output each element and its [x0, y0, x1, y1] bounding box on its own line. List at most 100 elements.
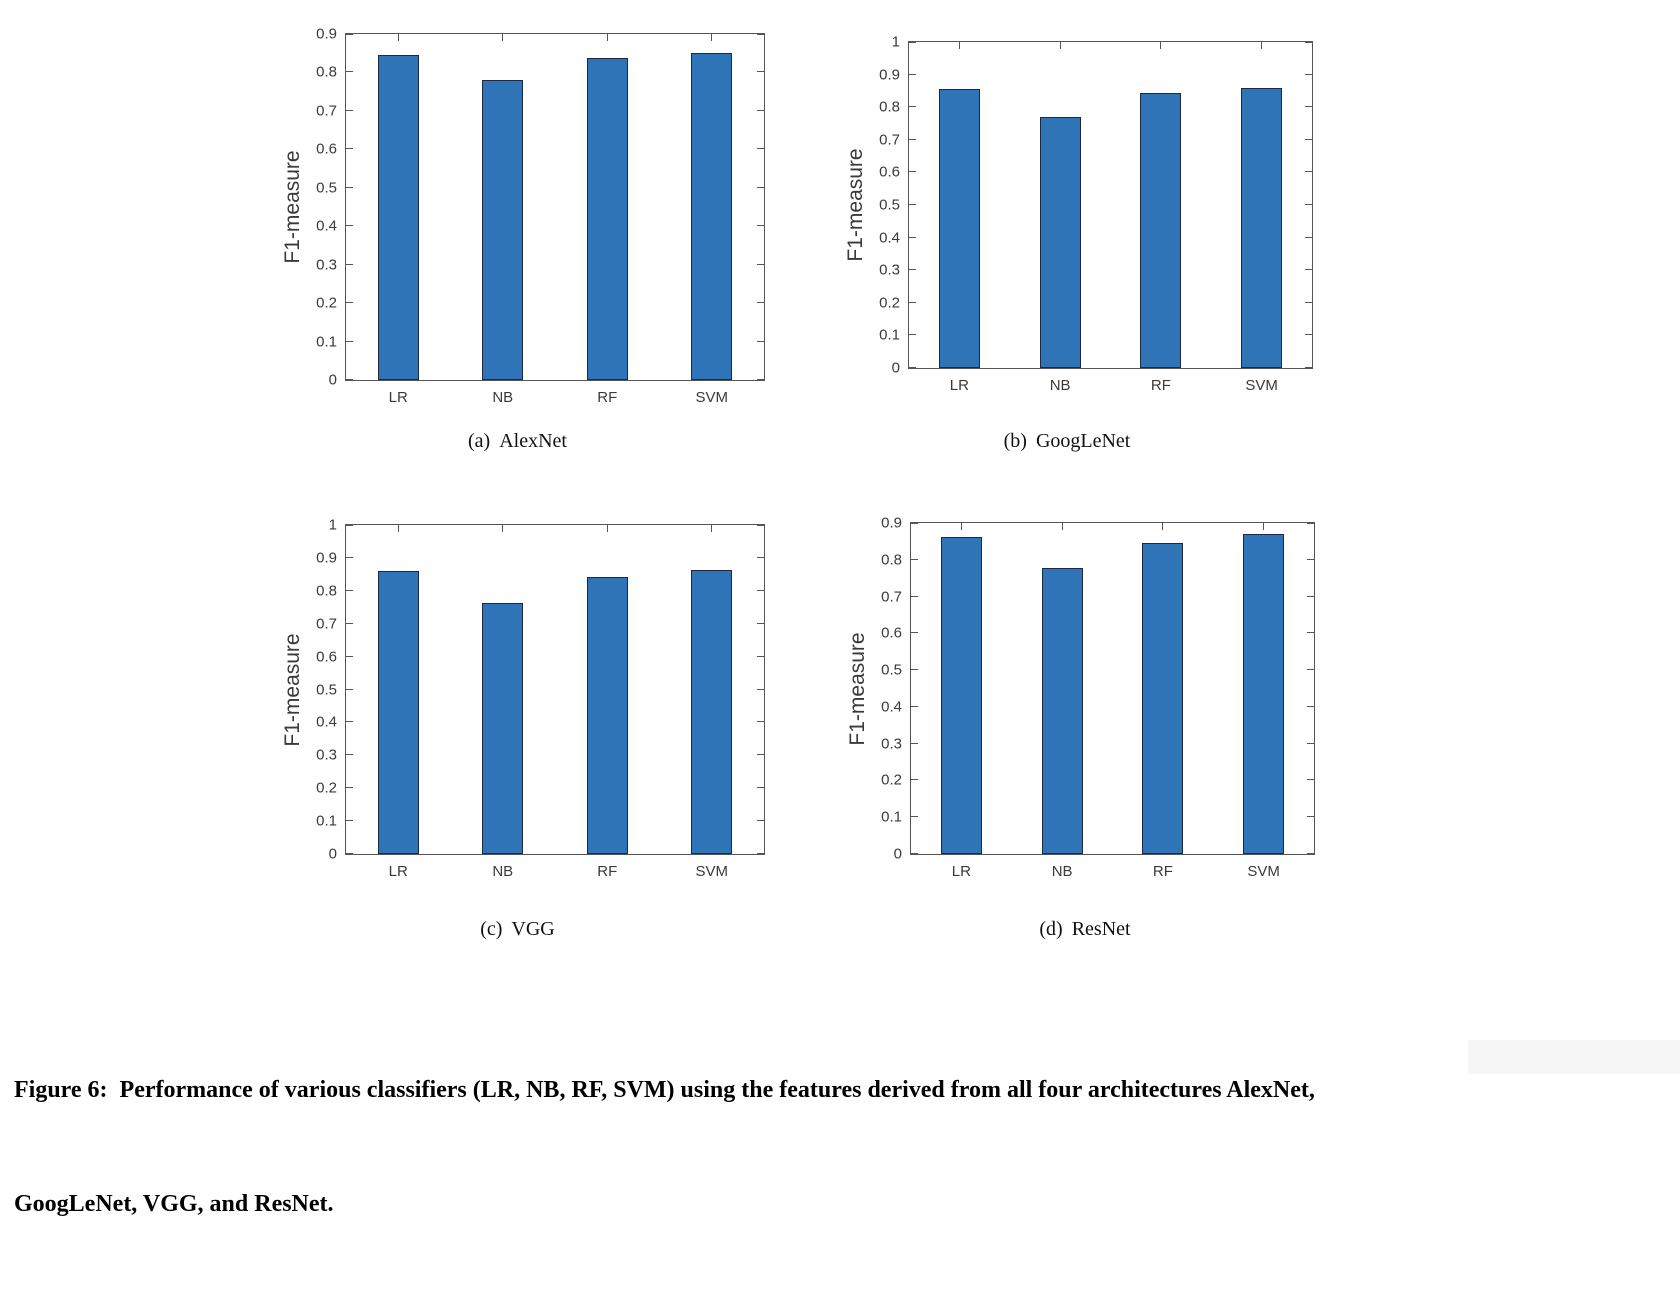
y-tick-label: 0.3 — [316, 256, 337, 274]
y-axis-label: F1-measure — [281, 150, 304, 264]
bar-NB — [482, 79, 524, 380]
y-tick-mark — [911, 632, 918, 634]
bar-NB — [482, 603, 524, 854]
y-tick-mark — [1307, 595, 1314, 597]
y-tick-label: 0.4 — [316, 217, 337, 235]
x-tick-mark — [1263, 523, 1265, 530]
plot-area-googlenet: 0 0.1 0.2 0.3 0.4 0.5 0.6 0.7 0.8 0.9 1 LR NB RF SVM — [879, 34, 1313, 394]
x-tick-label: RF — [1152, 863, 1173, 880]
x-tick-label: LR — [388, 863, 408, 880]
x-tick-mark — [502, 34, 504, 41]
y-tick-mark — [1307, 853, 1314, 854]
bar-SVM — [1241, 87, 1283, 368]
y-tick-label: 0.3 — [879, 261, 900, 279]
subcaption-d-title: ResNet — [1071, 918, 1131, 940]
chart-googlenet: F1-measure 0 0.1 0.2 0.3 0.4 0.5 0.6 0.7 0.8 0.9 1… — [844, 34, 1313, 394]
y-tick-mark — [346, 263, 353, 265]
x-tick-mark — [711, 525, 713, 532]
subcaption-a-index: (a) — [468, 430, 491, 452]
y-tick-mark — [757, 688, 764, 690]
bar-NB — [1039, 116, 1081, 368]
y-tick-mark — [1307, 632, 1314, 634]
subcaption-c-index: (c) — [480, 918, 503, 940]
y-tick-label: 0.6 — [316, 140, 337, 158]
highlight-box — [1468, 1040, 1680, 1074]
x-tick-mark — [502, 525, 504, 532]
y-tick-mark — [911, 523, 918, 524]
y-tick-mark — [909, 236, 916, 238]
y-tick-mark — [757, 622, 764, 624]
x-tick-mark — [958, 42, 960, 49]
y-tick-mark — [757, 556, 764, 558]
subcaption-d-index: (d) — [1039, 918, 1063, 940]
y-tick-label: 0 — [328, 845, 337, 863]
x-tick-label: SVM — [1247, 863, 1280, 880]
plot-area-vgg: 0 0.1 0.2 0.3 0.4 0.5 0.6 0.7 0.8 0.9 1 LR NB RF SVM — [316, 517, 765, 880]
x-tick-mark — [397, 525, 399, 532]
subcaption-a-title: AlexNet — [499, 430, 567, 452]
y-tick-mark — [757, 787, 764, 789]
y-tick-mark — [757, 379, 764, 380]
y-tick-mark — [346, 622, 353, 624]
y-tick-label: 0.1 — [879, 326, 900, 344]
y-tick-mark — [346, 556, 353, 558]
y-tick-label: 0.2 — [879, 294, 900, 312]
y-tick-label: 0.5 — [316, 179, 337, 197]
y-tick-mark — [1305, 138, 1312, 140]
y-tick-mark — [346, 302, 353, 304]
bar-SVM — [1243, 533, 1285, 854]
y-tick-mark — [911, 595, 918, 597]
subcaption-d: (d) ResNet — [840, 918, 1330, 941]
y-tick-mark — [909, 301, 916, 303]
y-tick-mark — [1307, 816, 1314, 818]
bar-SVM — [691, 53, 733, 380]
x-tick-label: RF — [597, 389, 618, 406]
bar-RF — [586, 57, 628, 380]
y-tick-label: 0.9 — [316, 25, 337, 43]
bar-RF — [1142, 542, 1184, 854]
x-tick-mark — [711, 34, 713, 41]
y-tick-mark — [346, 688, 353, 690]
y-tick-mark — [757, 302, 764, 304]
y-tick-mark — [346, 109, 353, 111]
y-tick-label: 0.5 — [316, 681, 337, 698]
y-tick-mark — [1305, 236, 1312, 238]
chart-alexnet: F1-measure 0 0.1 0.2 0.3 0.4 0.5 0.6 0.7 0.8 0.9 L… — [281, 26, 765, 406]
y-tick-label: 0.9 — [879, 66, 900, 84]
y-tick-mark — [911, 779, 918, 781]
y-tick-mark — [346, 525, 353, 526]
y-tick-mark — [757, 225, 764, 227]
bar-LR — [377, 55, 419, 380]
y-tick-mark — [909, 334, 916, 336]
y-tick-label: 0.8 — [879, 98, 900, 116]
x-tick-mark — [606, 525, 608, 532]
x-tick-label: SVM — [1245, 377, 1278, 394]
bar-SVM — [691, 570, 733, 854]
y-tick-label: 0.6 — [881, 624, 902, 642]
y-tick-label: 1 — [328, 516, 337, 534]
y-tick-mark — [757, 71, 764, 73]
y-tick-mark — [757, 721, 764, 723]
y-tick-mark — [1305, 73, 1312, 75]
y-tick-label: 0.9 — [881, 514, 902, 532]
y-tick-label: 0 — [893, 845, 902, 863]
bar-LR — [938, 88, 980, 368]
y-tick-mark — [909, 138, 916, 140]
x-tick-label: RF — [1150, 377, 1171, 394]
y-tick-mark — [911, 705, 918, 707]
x-tick-mark — [606, 34, 608, 41]
y-axis-label: F1-measure — [281, 632, 304, 747]
y-tick-mark — [346, 148, 353, 150]
y-tick-label: 0.1 — [316, 812, 337, 830]
x-tick-mark — [1162, 523, 1164, 530]
y-tick-label: 0.7 — [316, 615, 337, 633]
y-tick-mark — [911, 853, 918, 854]
plot-area-alexnet: 0 0.1 0.2 0.3 0.4 0.5 0.6 0.7 0.8 0.9 LR NB RF SVM — [316, 26, 765, 406]
y-tick-mark — [757, 853, 764, 854]
x-tick-label: SVM — [695, 863, 729, 880]
y-tick-label: 0.8 — [316, 582, 337, 600]
y-tick-mark — [757, 34, 764, 35]
y-tick-mark — [909, 171, 916, 173]
y-tick-label: 0.7 — [316, 102, 337, 120]
y-tick-label: 0.2 — [316, 779, 337, 797]
